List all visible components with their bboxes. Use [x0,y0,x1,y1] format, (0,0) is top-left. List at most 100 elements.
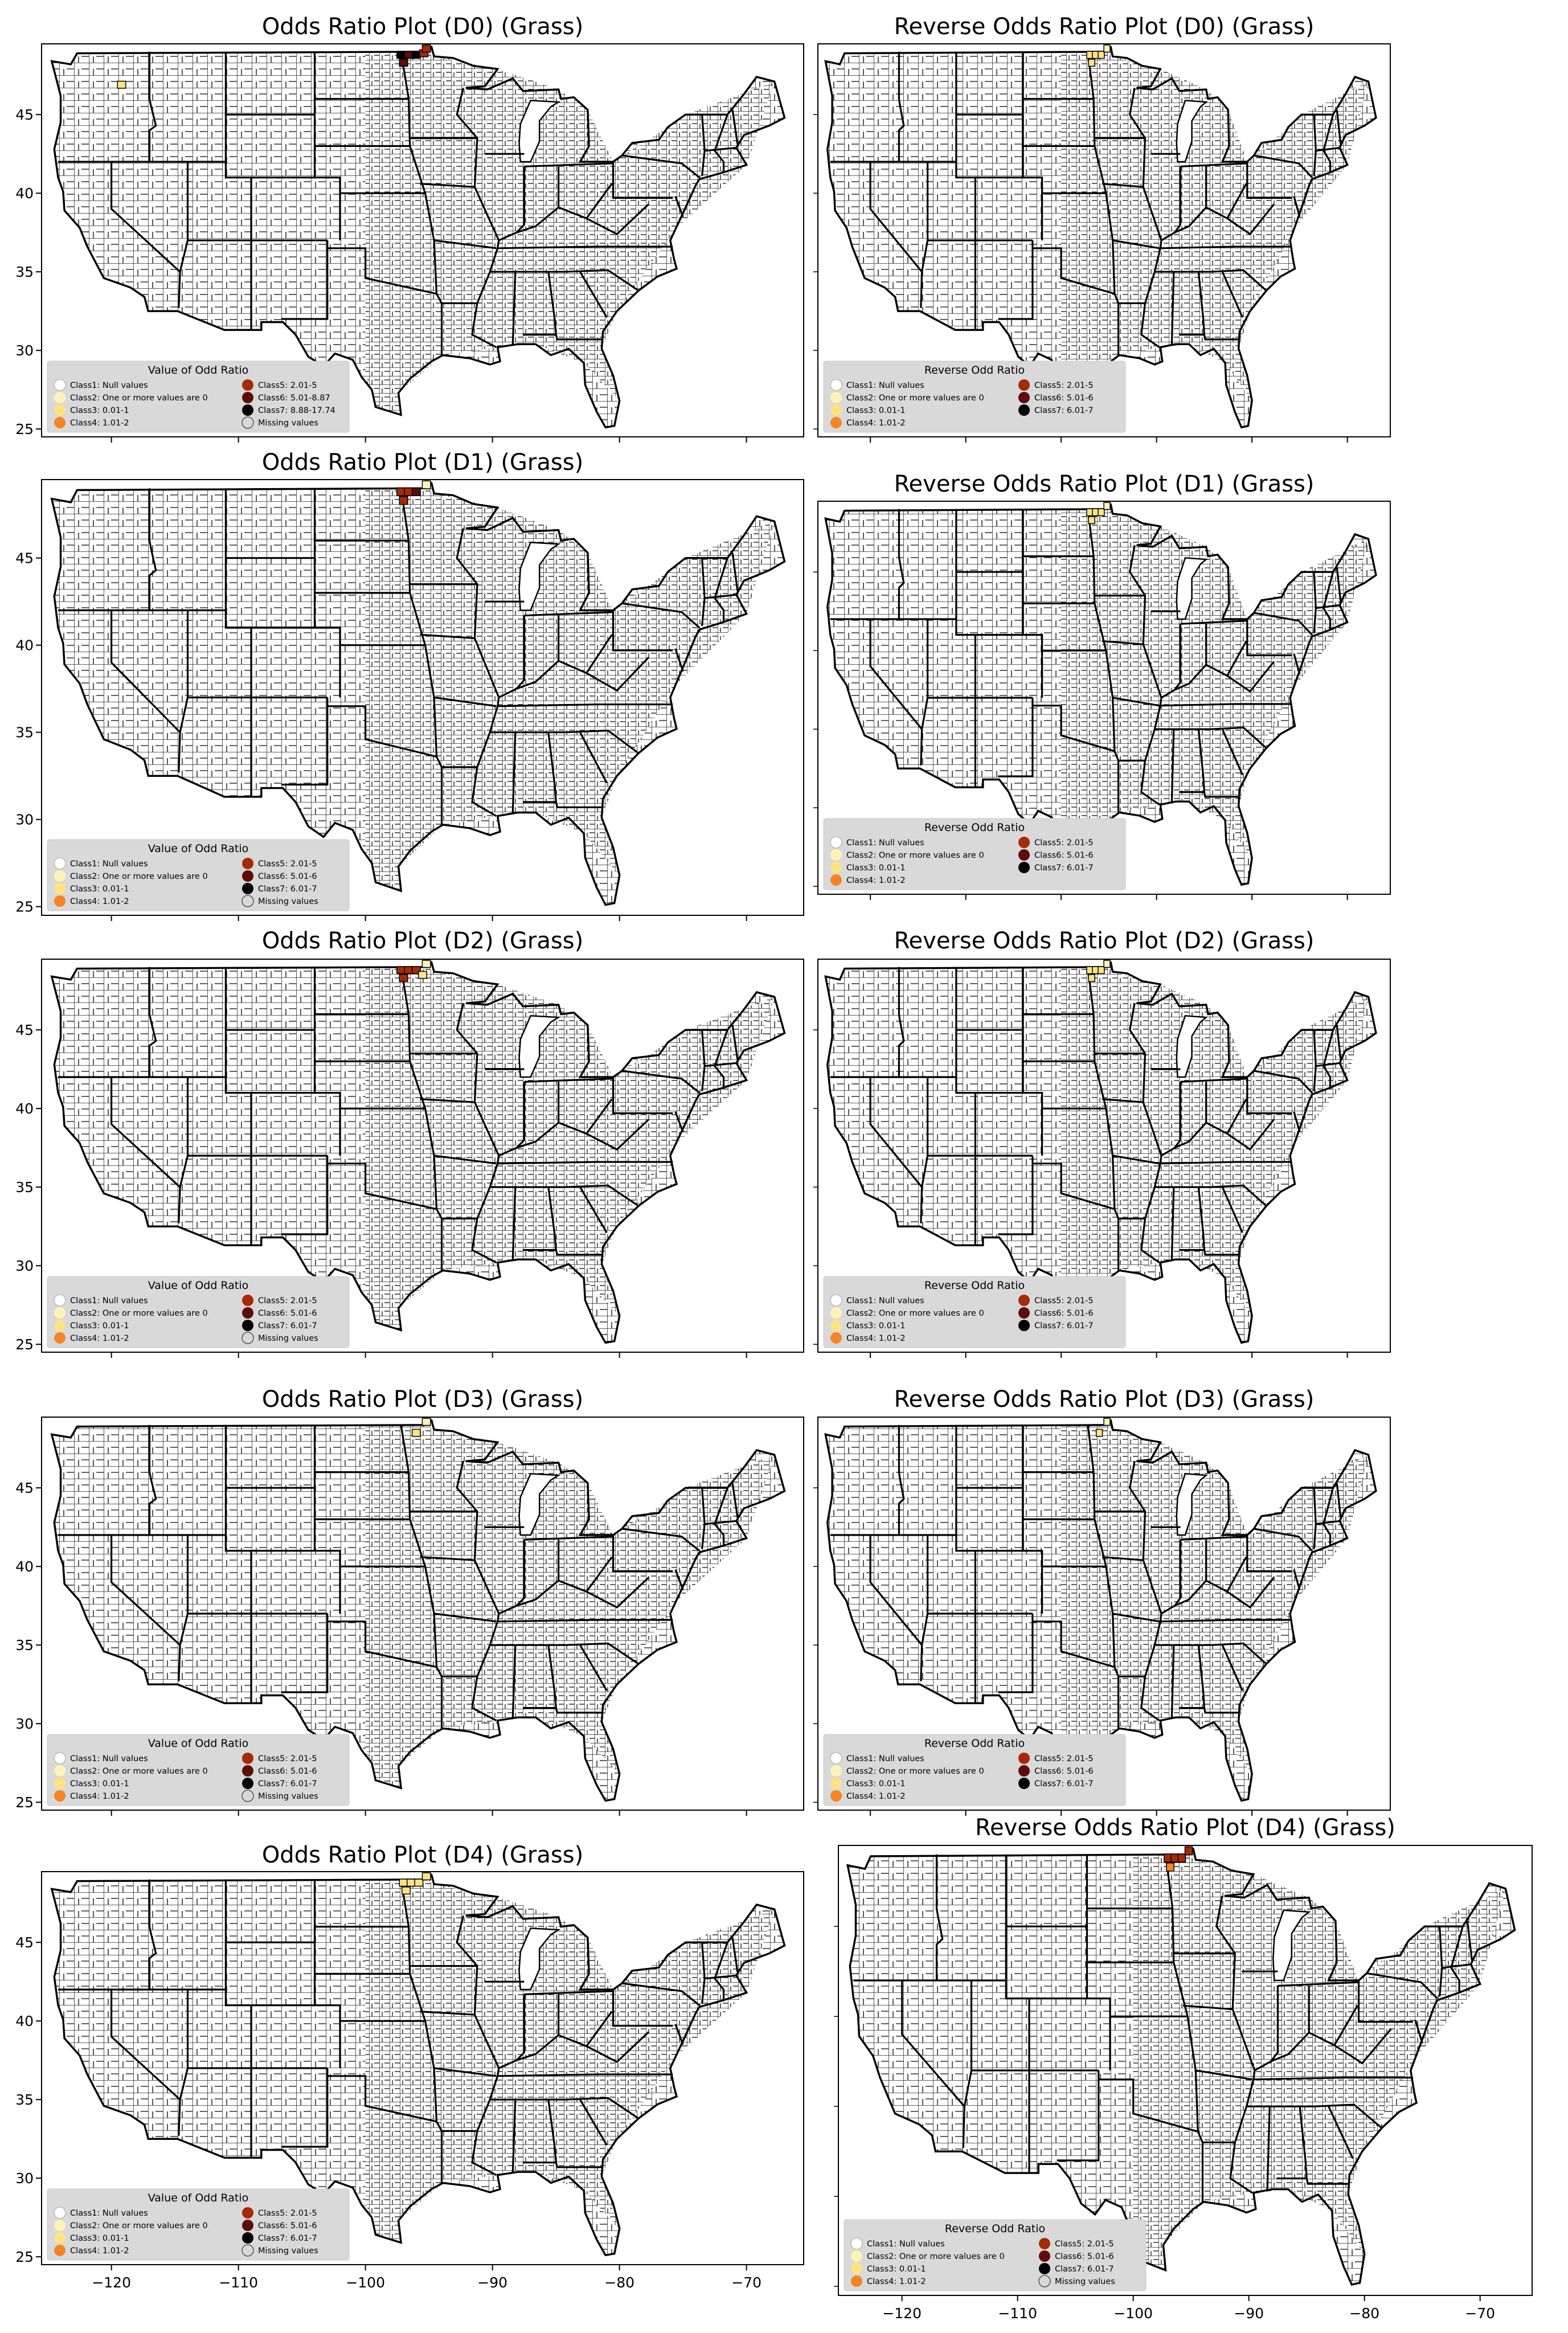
state-boundary [1226,203,1275,236]
state-boundary [1160,703,1292,707]
map-panel-right-3: Reverse Odds Ratio Plot (D3) (Grass) Reve… [813,1386,1391,1816]
state-boundary [621,1528,701,1552]
state-boundary [1005,1980,1087,2000]
legend-swatch [242,2207,253,2219]
legend-item-label: Class7: 6.01-7 [1034,1779,1094,1788]
x-tick-label: −80 [1349,2305,1379,2322]
legend-item-label: Class5: 2.01-5 [1034,381,1094,390]
state-boundary [456,87,500,349]
legend-item-label: Class7: 6.01-7 [258,1321,317,1331]
state-boundary [1032,247,1115,295]
lake-michigan [1176,1473,1208,1536]
state-boundary [674,1569,684,1591]
state-boundary [420,1098,475,1103]
state-boundary [714,1942,728,2001]
legend-item-label: Class1: Null values [70,381,148,390]
legend-item-label: Class6: 5.01-6 [258,872,317,881]
state-boundary [1160,1161,1292,1165]
legend-swatch [830,836,842,849]
state-boundary [1254,612,1313,636]
legend-item-label: Class1: Null values [867,2240,945,2249]
legend-swatch [54,1294,66,1307]
highlighted-county [1098,966,1105,975]
state-boundary [898,51,905,162]
state-boundary [1442,1963,1472,1969]
state-boundary [1160,1619,1292,1623]
legend-item-label: Class6: 5.01-6 [1055,2252,1114,2261]
state-boundary [1129,88,1162,349]
map-panel-left-1: Odds Ratio Plot (D1) (Grass) 25 30 35 40 45 Va… [15,449,804,921]
legend-swatch [830,392,842,403]
highlighted-county [1092,966,1099,975]
state-boundary [516,1579,559,1607]
state-boundary [555,1708,602,1714]
state-boundary [110,1535,181,1646]
legend-swatch [1018,392,1030,403]
highlighted-county [1092,508,1099,517]
state-boundary [327,247,437,295]
y-tick-label: 25 [15,899,34,915]
y-tick-label: 40 [15,2013,34,2029]
state-boundary [1154,1642,1267,1665]
state-boundary [1278,1981,1359,1987]
state-boundary [497,1161,673,1165]
state-boundary [1098,2078,1198,2133]
state-boundary [1266,2106,1271,2189]
y-tick-label: 35 [15,1637,34,1653]
state-boundary [1205,166,1247,220]
legend-swatch [242,1753,253,1764]
state-boundary [1323,114,1334,173]
state-boundary [714,1487,728,1546]
state-boundary [400,1879,443,2183]
highlighted-county [396,51,406,59]
legend-item-label: Class3: 0.01-1 [70,406,129,415]
highlighted-county [421,960,431,968]
highlighted-county [1177,1853,1186,1863]
state-boundary [1336,1483,1342,1518]
legend-item-label: Class3: 0.01-1 [70,2234,129,2243]
map-panel-right-4: Reverse Odds Ratio Plot (D4) (Grass) −120… [834,1815,1533,2322]
state-boundary [1205,1540,1247,1593]
state-boundary [1180,620,1247,625]
legend-title: Reverse Odd Ratio [945,2223,1045,2235]
legend-swatch [54,404,65,416]
legend-swatch [830,849,842,861]
y-tick-label: 25 [15,421,34,437]
highlighted-county [1086,51,1094,59]
legend-item-label: Class3: 0.01-1 [70,1779,129,1788]
y-tick-label: 45 [15,1480,34,1496]
panel-title: Reverse Odds Ratio Plot (D2) (Grass) [894,928,1315,954]
highlighted-county [411,1429,421,1437]
panel-title: Odds Ratio Plot (D3) (Grass) [262,1386,583,1413]
legend-swatch [241,1790,254,1802]
highlighted-county [399,59,408,67]
panel-title: Reverse Odds Ratio Plot (D3) (Grass) [894,1386,1315,1413]
legend-title: Value of Odd Ratio [148,1279,248,1292]
state-boundary [400,1425,443,1729]
map-panel-left-0: Odds Ratio Plot (D0) (Grass) 25 30 35 40 45 Va… [15,14,804,443]
x-tick-label: −80 [604,2274,634,2291]
state-boundary [557,615,613,674]
state-boundary [1112,1155,1160,1165]
legend-item-label: Class4: 1.01-2 [846,1792,906,1801]
legend-item-label: Class4: 1.01-2 [867,2277,926,2286]
state-boundary [731,1937,739,1972]
map-panel-right-1: Reverse Odds Ratio Plot (D1) (Grass) Reve… [813,471,1391,900]
state-boundary [731,1025,739,1060]
highlighted-county [411,487,421,497]
county-grid-east [365,1879,775,2243]
state-boundary [110,1990,181,2101]
state-boundary [1254,1528,1313,1552]
x-tick-label: −120 [882,2305,922,2322]
state-boundary [110,610,181,733]
state-boundary [516,660,559,690]
state-boundary [557,1994,613,2048]
legend-item-label: Class4: 1.01-2 [846,876,906,885]
y-tick-label: 40 [15,637,34,654]
legend-item-label: Missing values [1055,2277,1115,2286]
state-boundary [224,1077,315,1094]
state-boundary [1102,1556,1144,1561]
y-tick-label: 30 [15,2170,34,2187]
state-boundary [1316,604,1341,609]
highlighted-county [399,974,408,983]
